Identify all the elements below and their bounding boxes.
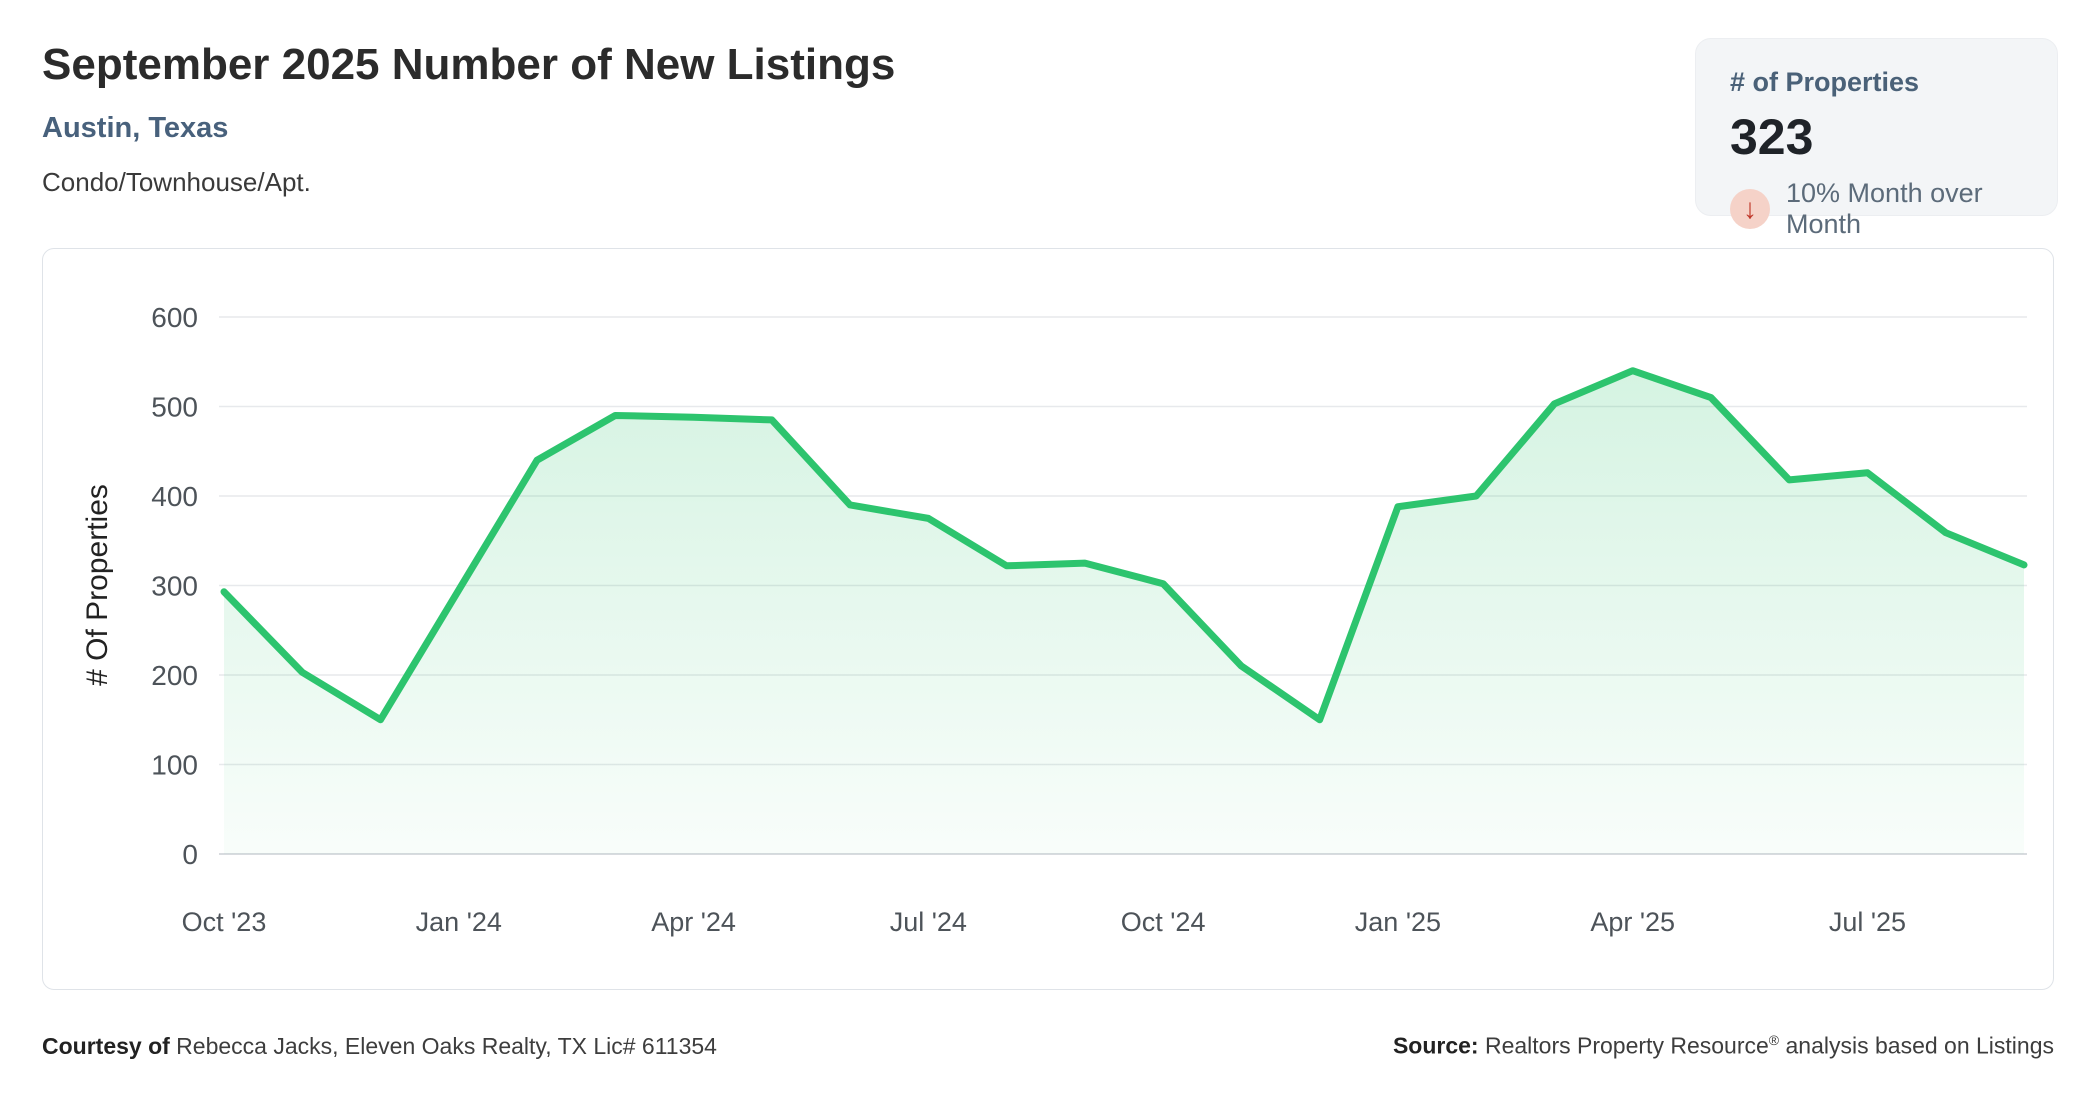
stat-card-value: 323 (1730, 109, 1814, 165)
properties-stat-card: # of Properties 323 ↓ 10% Month over Mon… (1695, 38, 2058, 239)
y-tick-label: 0 (182, 839, 198, 870)
area-fill (224, 370, 2024, 854)
x-tick-label: Apr '25 (1590, 907, 1675, 937)
report-header: September 2025 Number of New Listings Au… (42, 40, 895, 198)
source-label: Source: (1392, 1032, 1479, 1059)
down-arrow-icon: ↓ (1743, 193, 1757, 224)
location-subtitle: Austin, Texas (42, 112, 229, 144)
down-arrow-badge: ↓ (1730, 189, 1770, 229)
x-tick-label: Jul '24 (890, 907, 967, 937)
courtesy-label: Courtesy of (42, 1032, 170, 1059)
y-tick-label: 400 (151, 481, 198, 512)
change-text: 10% Month over Month (1786, 178, 1983, 239)
source-text: Source: Realtors Property Resource® anal… (1392, 1032, 2054, 1059)
stat-card-label: # of Properties (1730, 67, 1920, 97)
listings-area-chart[interactable]: 0 100 200 300 400 500 600 Oct '23 Jan '24 Apr '24… (42, 248, 2054, 990)
registered-trademark-symbol: ® (1768, 1032, 1780, 1048)
courtesy-text: Courtesy of Rebecca Jacks, Eleven Oaks R… (42, 1032, 717, 1059)
y-tick-label: 100 (151, 750, 198, 781)
y-tick-label: 600 (151, 302, 198, 333)
y-tick-label: 200 (151, 660, 198, 691)
x-tick-label: Oct '24 (1121, 907, 1206, 937)
listings-line-series (220, 367, 2028, 724)
page-title: September 2025 Number of New Listings (42, 40, 896, 89)
x-tick-label: Jan '24 (416, 907, 502, 937)
x-tick-label: Jul '25 (1829, 907, 1906, 937)
property-type-label: Condo/Townhouse/Apt. (42, 167, 311, 197)
y-tick-label: 300 (151, 571, 198, 602)
chart-plot-area[interactable]: 0 100 200 300 400 500 600 Oct '23 Jan '24 Apr '24… (43, 249, 2053, 989)
x-tick-label: Jan '25 (1355, 907, 1441, 937)
month-over-month-change: ↓ 10% Month over Month (1730, 178, 2023, 240)
y-tick-label: 500 (151, 392, 198, 423)
x-tick-label: Apr '24 (651, 907, 736, 937)
x-tick-label: Oct '23 (182, 907, 267, 937)
report-footer: Courtesy of Rebecca Jacks, Eleven Oaks R… (42, 1032, 2054, 1060)
y-axis-title: # Of Properties (81, 484, 114, 686)
